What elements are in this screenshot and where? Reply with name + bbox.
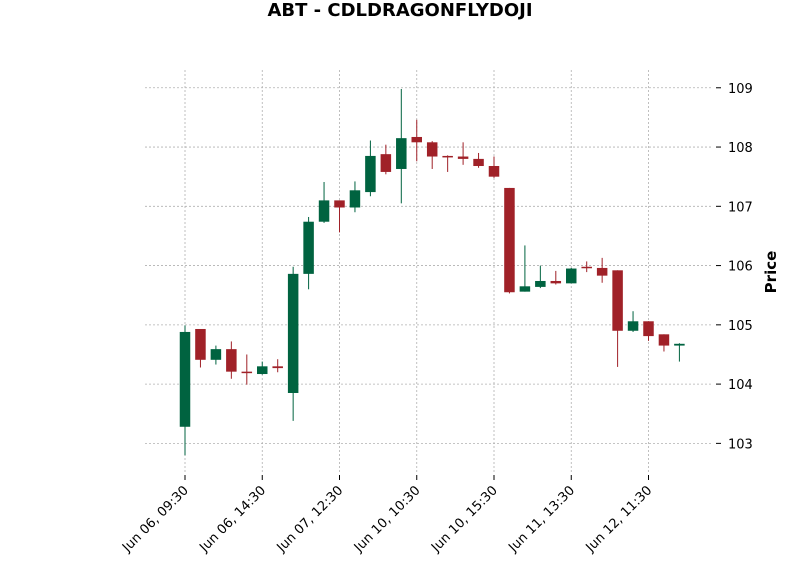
candle-body-down xyxy=(643,321,654,337)
candle xyxy=(380,144,392,175)
candle-body-up xyxy=(396,138,407,169)
candle-body-down xyxy=(504,187,515,293)
candle xyxy=(195,328,206,368)
y-tick-label: 108 xyxy=(728,141,753,156)
y-tick-label: 109 xyxy=(728,82,753,97)
candle-body-up xyxy=(257,366,268,375)
candle-body-up xyxy=(179,331,191,427)
x-tick-label: Jun 06, 09:30 xyxy=(119,483,192,556)
candle xyxy=(658,334,670,352)
candle xyxy=(303,216,314,290)
candle-body-up xyxy=(519,286,531,292)
y-tick-label: 107 xyxy=(728,200,753,215)
candle-body-up xyxy=(287,273,299,393)
x-tick-label: Jun 06, 14:30 xyxy=(196,483,269,556)
candle-body-down xyxy=(272,366,283,369)
candle xyxy=(411,119,422,162)
candle-body-down xyxy=(411,136,422,143)
candle-body-down xyxy=(426,142,438,157)
candle xyxy=(426,141,438,169)
candle xyxy=(226,341,237,379)
candle xyxy=(612,270,623,367)
y-axis-label: Price xyxy=(762,251,780,294)
candle-layer xyxy=(179,88,685,456)
candle-body-down xyxy=(334,200,345,208)
candle-body-down xyxy=(241,371,253,374)
x-tick-label: Jun 12, 11:30 xyxy=(583,483,656,556)
candle xyxy=(550,270,562,285)
candle-body-up xyxy=(627,321,639,331)
candle xyxy=(257,361,268,375)
candle xyxy=(488,156,500,178)
candle-body-down xyxy=(380,154,392,172)
candle xyxy=(457,142,469,165)
candle xyxy=(504,187,515,294)
candle-body-down xyxy=(488,166,500,177)
candle xyxy=(535,265,546,289)
chart-title: ABT - CDLDRAGONFLYDOJI xyxy=(267,0,533,21)
grid-layer xyxy=(145,70,712,473)
candle xyxy=(566,267,577,284)
candle-body-down xyxy=(596,267,608,276)
candle xyxy=(287,266,299,421)
candle xyxy=(365,140,376,197)
candle xyxy=(318,182,330,223)
candle xyxy=(210,345,222,365)
candle-body-down xyxy=(550,280,562,284)
candle xyxy=(241,354,253,385)
candle xyxy=(596,257,608,283)
candle xyxy=(473,152,484,168)
y-tick-label: 105 xyxy=(728,319,753,334)
candle-body-up xyxy=(210,349,222,360)
candle-body-up xyxy=(535,280,546,287)
x-tick-label: Jun 10, 10:30 xyxy=(351,483,424,556)
y-tick-label: 106 xyxy=(728,260,753,275)
candle xyxy=(581,261,592,273)
candle xyxy=(334,200,345,233)
candle xyxy=(519,245,531,292)
candle xyxy=(442,155,453,172)
candle-body-up xyxy=(303,221,314,274)
candle xyxy=(627,311,639,332)
candle-body-up xyxy=(318,200,330,222)
candle-body-down xyxy=(658,334,670,346)
candle-body-down xyxy=(226,349,237,372)
candle xyxy=(349,181,361,213)
x-tick-label: Jun 10, 15:30 xyxy=(428,483,501,556)
candle-body-down xyxy=(612,270,623,331)
candle-body-up xyxy=(365,155,376,193)
candle-body-down xyxy=(195,328,206,360)
candle-body-up xyxy=(674,343,685,346)
candle xyxy=(272,359,283,373)
candle xyxy=(396,88,407,204)
candle xyxy=(643,321,654,341)
candle-body-up xyxy=(349,190,361,208)
y-tick-label: 103 xyxy=(728,437,753,452)
candle xyxy=(179,325,191,456)
candle-body-up xyxy=(566,268,577,284)
x-tick-label: Jun 11, 13:30 xyxy=(505,483,578,556)
candle-body-down xyxy=(457,156,469,159)
candle-body-down xyxy=(581,266,592,269)
candle-body-down xyxy=(473,158,484,167)
x-tick-label: Jun 07, 12:30 xyxy=(274,483,347,556)
y-tick-label: 104 xyxy=(728,378,753,393)
candle-body-down xyxy=(442,155,453,158)
candle xyxy=(674,343,685,362)
